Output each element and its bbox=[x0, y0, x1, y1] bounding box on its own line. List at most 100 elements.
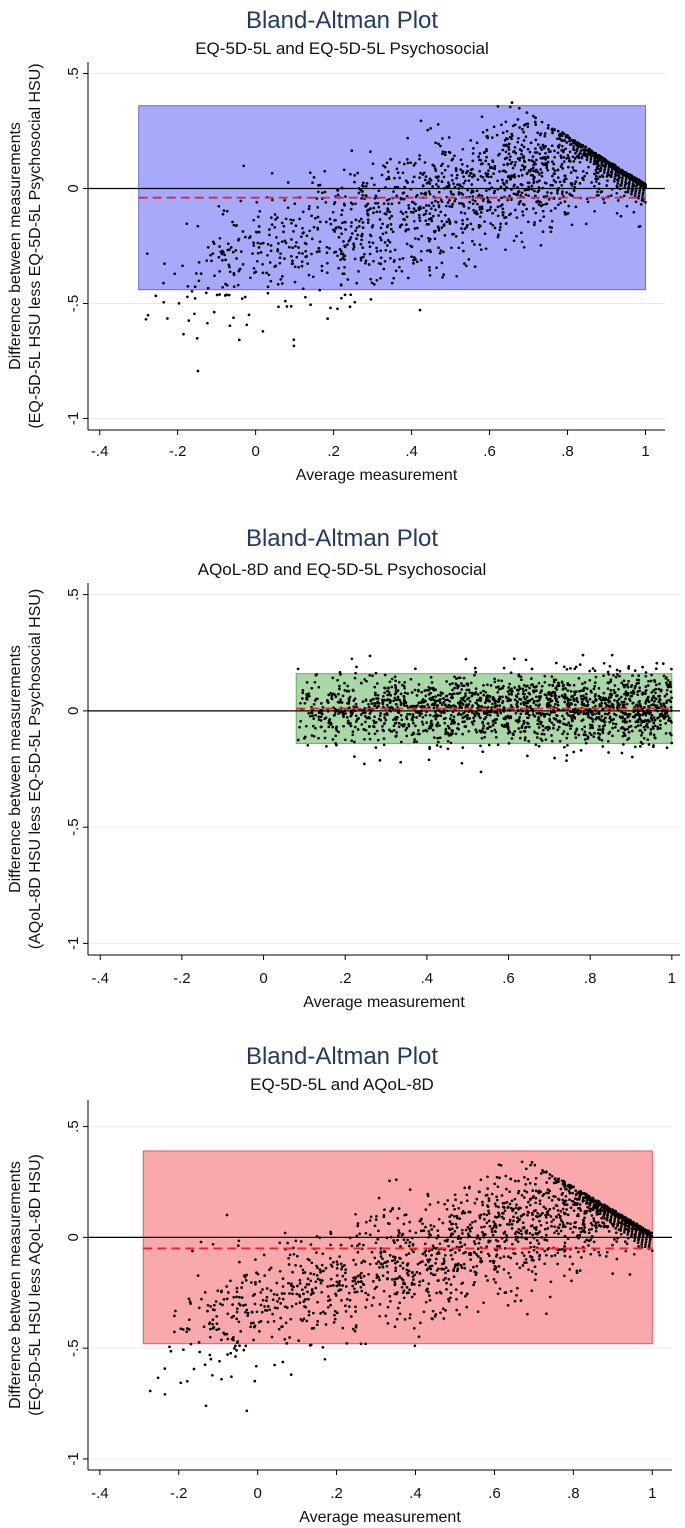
data-point bbox=[570, 223, 574, 227]
data-point bbox=[269, 244, 273, 247]
data-point bbox=[390, 685, 394, 689]
data-point bbox=[530, 697, 534, 701]
data-point bbox=[626, 685, 630, 689]
data-point bbox=[453, 686, 456, 690]
data-point bbox=[344, 1278, 347, 1281]
data-point bbox=[559, 165, 563, 168]
data-point bbox=[521, 1221, 525, 1225]
data-point bbox=[358, 1232, 362, 1236]
data-point bbox=[630, 684, 634, 687]
data-point bbox=[414, 161, 417, 165]
data-point bbox=[235, 257, 238, 260]
data-point bbox=[389, 256, 392, 260]
data-point bbox=[427, 217, 431, 221]
data-point bbox=[465, 1292, 469, 1296]
data-point bbox=[453, 154, 456, 158]
data-point bbox=[525, 695, 529, 699]
data-point bbox=[563, 1254, 567, 1258]
data-point bbox=[593, 684, 597, 688]
data-point bbox=[513, 1179, 517, 1183]
data-point bbox=[522, 159, 526, 163]
data-point bbox=[357, 191, 361, 195]
data-point bbox=[354, 229, 357, 233]
data-point bbox=[630, 755, 634, 759]
data-point bbox=[378, 236, 382, 239]
data-point bbox=[376, 738, 380, 742]
data-point bbox=[479, 211, 483, 214]
data-point bbox=[475, 189, 479, 193]
data-point bbox=[460, 1228, 464, 1232]
data-point bbox=[342, 168, 346, 172]
data-point bbox=[464, 692, 467, 695]
data-point bbox=[530, 159, 534, 162]
data-point bbox=[471, 239, 474, 243]
data-point bbox=[506, 722, 510, 726]
data-point bbox=[368, 716, 372, 720]
data-point bbox=[431, 1309, 435, 1313]
data-point bbox=[519, 675, 523, 679]
data-point bbox=[442, 1317, 446, 1320]
data-point bbox=[622, 683, 625, 687]
data-point bbox=[552, 723, 556, 727]
data-point bbox=[653, 718, 657, 722]
data-point bbox=[347, 702, 351, 705]
data-point bbox=[638, 729, 642, 732]
data-point bbox=[639, 203, 643, 206]
data-point bbox=[346, 243, 349, 246]
data-point bbox=[349, 207, 353, 211]
data-point bbox=[444, 727, 448, 731]
data-point bbox=[362, 1259, 365, 1263]
data-point bbox=[585, 687, 589, 690]
data-point bbox=[501, 213, 505, 217]
data-point bbox=[428, 182, 432, 185]
data-point bbox=[448, 683, 452, 686]
data-point bbox=[461, 698, 465, 702]
data-point bbox=[502, 169, 506, 173]
data-point bbox=[424, 1263, 428, 1267]
data-point bbox=[276, 249, 280, 253]
data-point bbox=[412, 258, 415, 262]
scatter-points bbox=[148, 1160, 654, 1413]
data-point bbox=[509, 177, 512, 181]
data-point bbox=[526, 712, 529, 715]
data-point bbox=[394, 679, 397, 683]
data-point bbox=[573, 693, 577, 696]
data-point bbox=[628, 719, 632, 723]
data-point bbox=[630, 694, 634, 698]
data-point bbox=[559, 201, 563, 205]
data-point bbox=[299, 235, 303, 239]
data-point bbox=[374, 693, 377, 697]
data-point bbox=[304, 242, 308, 246]
data-point bbox=[472, 716, 475, 720]
data-point bbox=[485, 1245, 488, 1249]
data-point bbox=[410, 1295, 414, 1299]
data-point bbox=[448, 717, 452, 720]
data-point bbox=[351, 1284, 355, 1288]
data-point bbox=[477, 155, 480, 158]
data-point bbox=[470, 1226, 474, 1230]
data-point bbox=[507, 152, 511, 156]
data-point bbox=[314, 1286, 318, 1290]
data-point bbox=[452, 182, 455, 185]
data-point bbox=[477, 194, 480, 198]
data-point bbox=[622, 679, 626, 683]
data-point bbox=[490, 729, 494, 733]
data-point bbox=[433, 237, 437, 241]
data-point bbox=[590, 1214, 594, 1217]
data-point bbox=[354, 702, 358, 706]
data-point bbox=[571, 713, 575, 717]
data-point bbox=[373, 732, 377, 736]
data-point bbox=[303, 737, 306, 740]
data-point bbox=[554, 699, 558, 702]
data-point bbox=[392, 724, 396, 728]
data-point bbox=[517, 727, 521, 730]
data-point bbox=[301, 210, 305, 214]
data-point bbox=[639, 723, 642, 727]
data-point bbox=[448, 699, 452, 703]
data-point bbox=[418, 1280, 422, 1284]
data-point bbox=[217, 204, 221, 208]
data-point bbox=[603, 201, 606, 205]
data-point bbox=[373, 704, 376, 708]
data-point bbox=[492, 699, 496, 702]
data-point bbox=[588, 1209, 592, 1213]
